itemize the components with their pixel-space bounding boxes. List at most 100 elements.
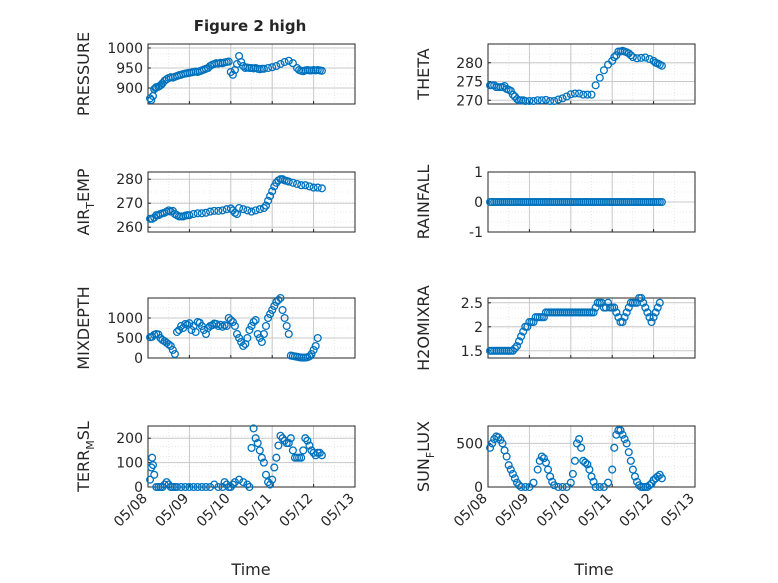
data-point bbox=[510, 474, 519, 483]
y-tick-label: 2 bbox=[474, 320, 483, 336]
data-point bbox=[274, 295, 283, 305]
data-point bbox=[243, 333, 252, 343]
data-point bbox=[301, 434, 310, 443]
data-point bbox=[266, 191, 275, 201]
data-point bbox=[185, 211, 194, 220]
data-point bbox=[288, 178, 297, 187]
data-point bbox=[508, 469, 517, 478]
data-point bbox=[587, 90, 596, 99]
data-point bbox=[589, 477, 598, 486]
data-point bbox=[162, 478, 171, 487]
data-point bbox=[268, 305, 277, 315]
y-axis-label: H2OMIXRA bbox=[414, 285, 433, 371]
y-tick-label: 0 bbox=[474, 195, 483, 211]
data-point bbox=[604, 298, 613, 307]
data-point bbox=[579, 90, 588, 99]
data-point bbox=[259, 64, 268, 73]
data-point bbox=[239, 341, 248, 351]
data-point bbox=[237, 57, 246, 67]
data-point bbox=[645, 54, 654, 64]
data-point bbox=[624, 448, 633, 457]
axes-box bbox=[147, 43, 356, 105]
data-point bbox=[158, 79, 167, 88]
data-point bbox=[519, 327, 528, 336]
data-point bbox=[599, 482, 608, 492]
data-point bbox=[313, 333, 322, 343]
data-point bbox=[243, 206, 252, 215]
x-tick-label: 05/09 bbox=[492, 491, 532, 531]
x-tick-label: 05/11 bbox=[575, 491, 615, 531]
y-tick-label: 1 bbox=[474, 165, 483, 181]
data-point bbox=[587, 472, 596, 481]
y-tick-label: 280 bbox=[116, 172, 143, 188]
data-point bbox=[628, 465, 637, 474]
data-point bbox=[305, 182, 314, 191]
data-point bbox=[653, 472, 662, 481]
data-point bbox=[608, 465, 617, 474]
data-point bbox=[653, 303, 662, 312]
data-point bbox=[539, 313, 548, 322]
data-point bbox=[612, 308, 621, 317]
data-point bbox=[585, 465, 594, 474]
data-point bbox=[272, 61, 281, 71]
data-point bbox=[313, 183, 322, 192]
x-axis-label-left: Time bbox=[230, 560, 270, 579]
data-point bbox=[292, 179, 302, 189]
data-point bbox=[222, 321, 231, 331]
data-point bbox=[249, 317, 258, 327]
data-point bbox=[317, 184, 326, 193]
data-point bbox=[533, 96, 542, 105]
data-point bbox=[537, 96, 546, 105]
data-point bbox=[247, 321, 256, 331]
data-point bbox=[630, 472, 640, 481]
data-point bbox=[643, 308, 652, 317]
data-point bbox=[583, 90, 592, 99]
data-point bbox=[191, 327, 200, 337]
data-point bbox=[150, 470, 159, 479]
y-tick-label: 0 bbox=[134, 351, 143, 367]
data-point bbox=[620, 313, 629, 322]
data-point bbox=[235, 333, 244, 343]
data-point bbox=[637, 53, 646, 62]
data-point bbox=[595, 73, 604, 82]
data-point bbox=[224, 313, 233, 323]
data-point bbox=[626, 456, 635, 465]
data-point bbox=[599, 66, 608, 75]
data-point bbox=[276, 431, 285, 440]
data-point bbox=[243, 480, 252, 489]
data-point bbox=[284, 56, 293, 65]
data-point bbox=[618, 430, 627, 439]
y-tick-label: 1000 bbox=[107, 41, 143, 57]
axes-box bbox=[147, 171, 356, 233]
panel-0: 900 950 1000 PRESSURE bbox=[74, 32, 356, 116]
data-point bbox=[583, 460, 592, 469]
y-tick-label: 0 bbox=[474, 480, 483, 496]
data-point bbox=[224, 57, 233, 66]
data-point bbox=[517, 482, 526, 492]
data-point bbox=[199, 325, 208, 335]
axes-box bbox=[487, 425, 696, 488]
data-point bbox=[622, 439, 631, 448]
data-point bbox=[541, 95, 551, 104]
data-point bbox=[274, 441, 283, 450]
y-tick-label: -1 bbox=[469, 225, 483, 241]
data-point bbox=[201, 208, 211, 217]
data-point bbox=[259, 329, 268, 339]
data-point bbox=[166, 341, 175, 351]
data-point bbox=[193, 209, 202, 218]
data-point bbox=[655, 298, 664, 307]
data-point bbox=[257, 337, 266, 347]
y-axis-label: SUNFLUX bbox=[414, 421, 437, 492]
data-point bbox=[303, 436, 312, 445]
data-point bbox=[228, 480, 237, 489]
data-point bbox=[172, 482, 182, 492]
data-point bbox=[187, 325, 196, 335]
data-point bbox=[591, 81, 600, 90]
data-point bbox=[508, 90, 517, 99]
axes-box bbox=[487, 297, 696, 359]
data-point bbox=[181, 482, 190, 492]
data-point bbox=[284, 439, 293, 448]
data-point bbox=[317, 451, 326, 460]
